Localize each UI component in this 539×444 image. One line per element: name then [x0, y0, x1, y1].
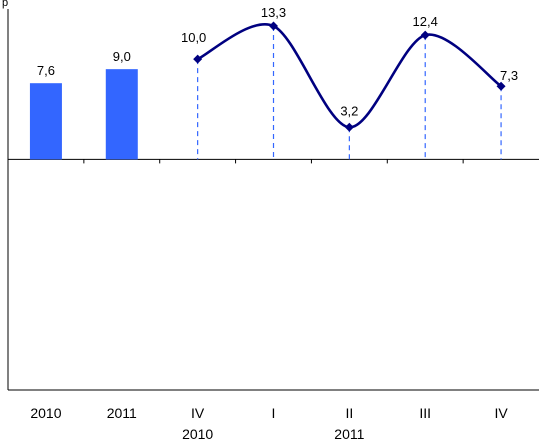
plot-frame — [7, 9, 539, 391]
bar-data-label: 9,0 — [113, 49, 131, 64]
line-data-label: 12,4 — [413, 14, 438, 29]
line-point-marker — [420, 30, 430, 40]
points-layer — [193, 21, 506, 132]
line-point-marker — [344, 122, 354, 132]
bars-layer — [29, 69, 138, 160]
line-data-label: 3,2 — [340, 103, 358, 118]
data-labels-layer: 7,6 9,0 10,0 13,3 3,2 12,4 7,3 — [37, 5, 518, 118]
x-tick-label: II — [345, 405, 353, 421]
line-data-label: 7,3 — [500, 68, 518, 83]
line-data-label: 13,3 — [261, 5, 286, 20]
line-point-marker — [269, 21, 278, 31]
x-tick-label: 2010 — [30, 405, 61, 421]
bar — [29, 83, 62, 160]
x-tick-label: III — [419, 405, 431, 421]
line-data-label: 10,0 — [181, 30, 206, 45]
x-tick-sublabel: 2010 — [182, 426, 213, 442]
x-tick-label: IV — [191, 405, 205, 421]
bar-data-label: 7,6 — [37, 63, 55, 78]
line-point-marker — [496, 81, 506, 91]
x-tick-label: 2011 — [107, 405, 137, 421]
top-mark: p — [2, 0, 8, 9]
line-point-marker — [193, 54, 203, 64]
x-tick-label: IV — [494, 405, 508, 421]
x-tick-label: I — [272, 405, 276, 421]
x-tick-sublabel: 2011 — [334, 426, 364, 442]
drop-lines-layer — [197, 26, 502, 160]
bar — [105, 69, 138, 160]
